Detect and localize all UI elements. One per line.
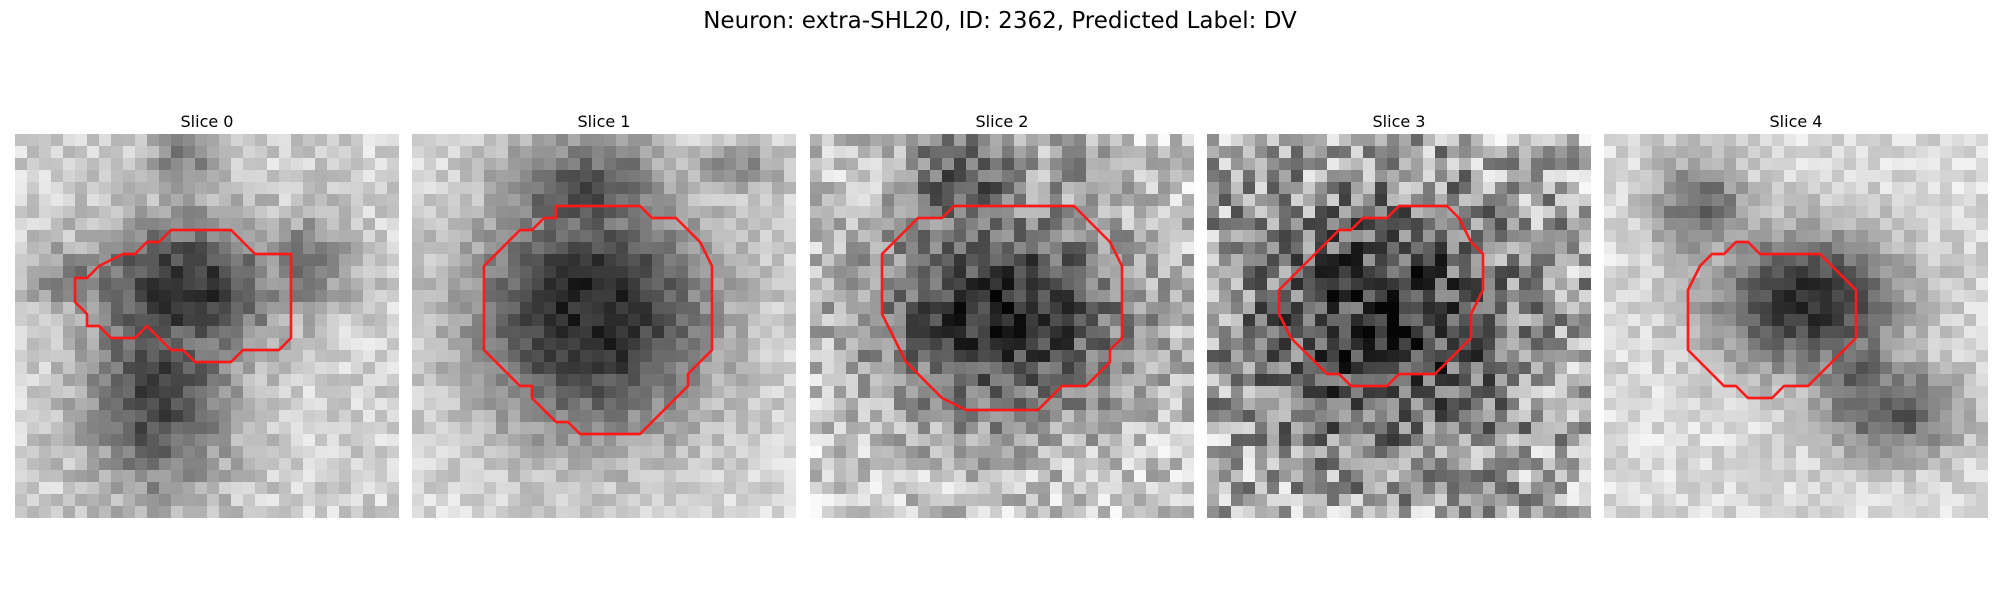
segmentation-contour bbox=[880, 204, 1124, 412]
slice-panel-1: Slice 1 bbox=[412, 110, 796, 518]
slice-title: Slice 2 bbox=[975, 112, 1029, 131]
slice-image bbox=[412, 134, 796, 518]
slice-image bbox=[810, 134, 1194, 518]
segmentation-contour bbox=[73, 228, 293, 364]
slice-panel-4: Slice 4 bbox=[1604, 110, 1988, 518]
slice-panel-3: Slice 3 bbox=[1207, 110, 1591, 518]
slice-image bbox=[15, 134, 399, 518]
slice-title: Slice 1 bbox=[577, 112, 631, 131]
segmentation-contour bbox=[482, 204, 714, 436]
slice-panel-0: Slice 0 bbox=[15, 110, 399, 518]
slice-title: Slice 4 bbox=[1769, 112, 1823, 131]
slice-panel-2: Slice 2 bbox=[810, 110, 1194, 518]
slice-image bbox=[1207, 134, 1591, 518]
segmentation-contour bbox=[1277, 204, 1485, 388]
segmentation-contour bbox=[1686, 240, 1858, 400]
figure-title: Neuron: extra-SHL20, ID: 2362, Predicted… bbox=[703, 8, 1297, 34]
slice-title: Slice 0 bbox=[180, 112, 234, 131]
slice-image bbox=[1604, 134, 1988, 518]
slice-title: Slice 3 bbox=[1372, 112, 1426, 131]
